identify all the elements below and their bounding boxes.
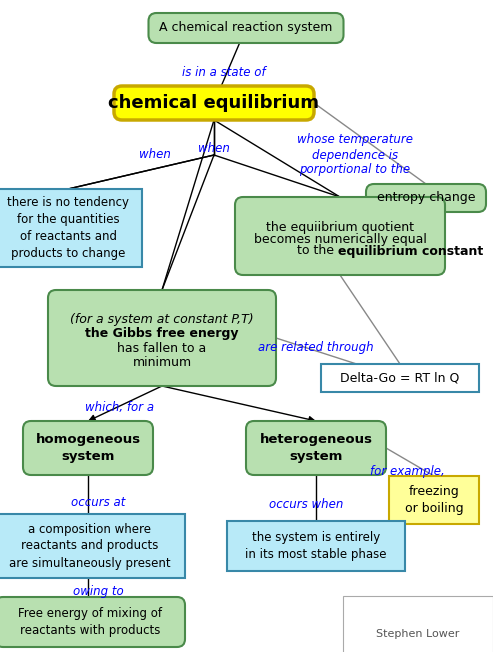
Text: equilibrium constant: equilibrium constant (338, 244, 483, 258)
Text: the equiibrium quotient: the equiibrium quotient (266, 220, 414, 233)
Text: is in a state of: is in a state of (182, 65, 266, 78)
Text: when: when (139, 149, 171, 162)
Text: entropy change: entropy change (377, 192, 475, 205)
FancyBboxPatch shape (148, 13, 344, 43)
FancyBboxPatch shape (0, 597, 185, 647)
Text: minimum: minimum (133, 355, 192, 368)
FancyBboxPatch shape (23, 421, 153, 475)
FancyBboxPatch shape (114, 86, 314, 120)
Text: when: when (198, 141, 230, 155)
Text: Free energy of mixing of
reactants with products: Free energy of mixing of reactants with … (18, 607, 162, 637)
FancyBboxPatch shape (227, 521, 405, 571)
FancyBboxPatch shape (0, 514, 185, 578)
Text: to the: to the (297, 244, 338, 258)
FancyBboxPatch shape (48, 290, 276, 386)
Text: chemical equilibrium: chemical equilibrium (108, 94, 319, 112)
Text: has fallen to a: has fallen to a (117, 342, 207, 355)
FancyBboxPatch shape (389, 476, 479, 524)
Text: occurs when: occurs when (269, 499, 343, 512)
Text: which, for a: which, for a (85, 400, 155, 413)
Text: a composition where
reactants and products
are simultaneously present: a composition where reactants and produc… (9, 522, 171, 569)
Text: homogeneous
system: homogeneous system (35, 433, 141, 463)
FancyBboxPatch shape (246, 421, 386, 475)
Text: heterogeneous
system: heterogeneous system (259, 433, 373, 463)
FancyBboxPatch shape (321, 364, 479, 392)
Text: the ​Gibbs free energy: the ​Gibbs free energy (85, 327, 239, 340)
Text: whose temperature
dependence is
porportional to the: whose temperature dependence is porporti… (297, 134, 413, 177)
Text: owing to: owing to (72, 585, 123, 599)
Text: there is no tendency
for the quantities
of reactants and
products to change: there is no tendency for the quantities … (7, 196, 129, 260)
Text: for example,: for example, (370, 466, 444, 479)
Text: becomes numerically equal: becomes numerically equal (253, 233, 426, 246)
Text: are related through: are related through (258, 342, 374, 355)
Text: occurs at: occurs at (71, 497, 125, 509)
Text: freezing
or boiling: freezing or boiling (405, 485, 463, 515)
Text: Delta-Go = RT ln Q: Delta-Go = RT ln Q (340, 372, 459, 385)
Text: Stephen Lower: Stephen Lower (376, 629, 459, 639)
Text: (for a system at constant ⁠P,T⁠): (for a system at constant ⁠P,T⁠) (70, 314, 254, 327)
FancyBboxPatch shape (366, 184, 486, 212)
Text: A chemical reaction system: A chemical reaction system (159, 22, 333, 35)
Text: the system is entirely
in its most stable phase: the system is entirely in its most stabl… (245, 531, 387, 561)
FancyBboxPatch shape (0, 189, 142, 267)
FancyBboxPatch shape (235, 197, 445, 275)
